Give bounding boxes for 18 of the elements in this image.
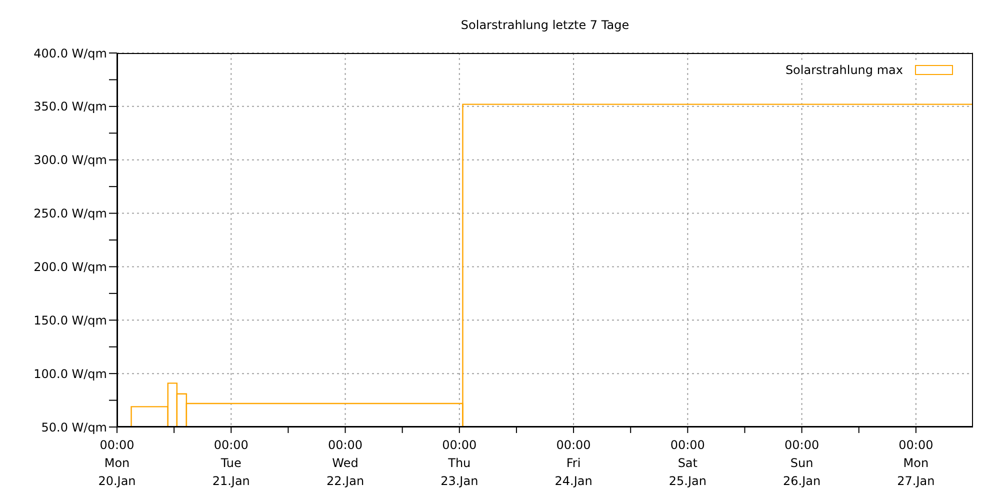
x-tick-label: 00:00 Mon 27.Jan — [897, 438, 935, 488]
y-tick-label: 300.0 W/qm — [34, 153, 107, 168]
y-tick-label: 400.0 W/qm — [34, 46, 107, 60]
x-tick-label: 00:00 Mon 20.Jan — [98, 438, 136, 488]
x-tick-label: 00:00 Sat 25.Jan — [668, 438, 706, 488]
x-tick-label: 00:00 Sun 26.Jan — [783, 438, 821, 488]
chart-title: Solarstrahlung letzte 7 Tage — [460, 18, 630, 32]
y-tick-label: 250.0 W/qm — [34, 206, 107, 221]
y-tick-label: 200.0 W/qm — [34, 260, 107, 274]
x-tick-label: 00:00 Fri 24.Jan — [554, 438, 592, 488]
y-tick-label: 150.0 W/qm — [34, 313, 107, 328]
legend-label: Solarstrahlung max — [785, 63, 903, 77]
x-tick-label: 00:00 Wed 22.Jan — [326, 438, 364, 488]
y-tick-label: 50.0 W/qm — [41, 420, 107, 434]
y-tick-label: 350.0 W/qm — [34, 100, 107, 114]
x-tick-label: 00:00 Thu 23.Jan — [440, 438, 478, 488]
x-tick-label: 00:00 Tue 21.Jan — [212, 438, 250, 488]
y-tick-label: 100.0 W/qm — [34, 366, 107, 381]
